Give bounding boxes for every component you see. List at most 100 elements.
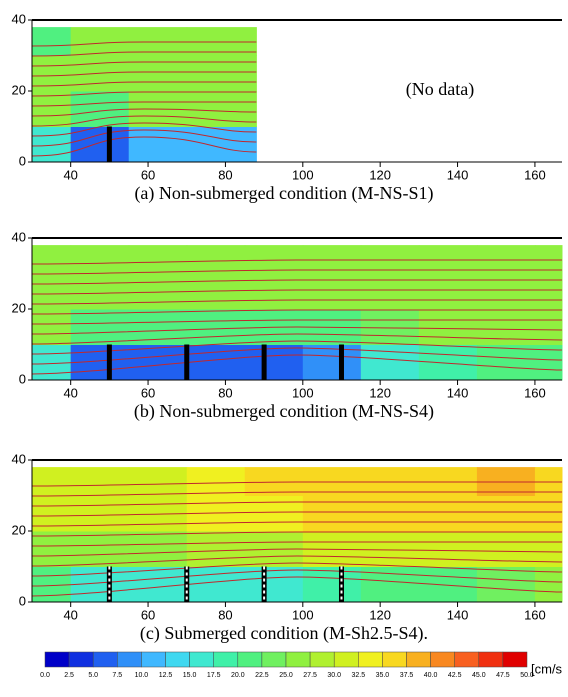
streamline: [31, 81, 257, 87]
annotation: (No data): [406, 79, 474, 100]
panel: 0 20 40 40 60 80 100 120 140 160 (c) Submerged con…: [12, 451, 563, 644]
streamline: [31, 61, 257, 67]
streamline: [31, 289, 562, 295]
colorbar-label: 22.5: [255, 672, 269, 679]
x-tick-label: 120: [369, 167, 391, 182]
colorbar-swatch: [237, 651, 263, 668]
heat-cell: [70, 273, 130, 310]
streamline: [31, 41, 257, 47]
colorbar-label: 17.5: [207, 672, 221, 679]
x-tick-label: 140: [447, 167, 469, 182]
streamline: [31, 333, 563, 345]
x-tick-label: 100: [292, 385, 314, 400]
x-tick-label: 80: [218, 607, 232, 622]
colorbar-swatch: [430, 651, 455, 668]
heat-cell: [360, 344, 420, 381]
streamline: [31, 555, 563, 567]
heat-cell: [302, 566, 362, 603]
colorbar-swatch: [358, 651, 383, 668]
colorbar-label: 47.5: [496, 672, 510, 679]
colorbar-label: 10.0: [135, 672, 149, 679]
heat-cell: [186, 91, 257, 127]
heat-cell: [128, 467, 188, 496]
heat-cell: [128, 344, 188, 381]
streamline: [31, 541, 562, 547]
streamline: [31, 531, 562, 537]
panel-caption: (b) Non-submerged condition (M-NS-S4): [134, 401, 434, 422]
heat-cell: [244, 344, 304, 381]
colorbar-label: 0.0: [40, 672, 50, 679]
x-tick-label: 80: [218, 385, 232, 400]
heat-cell: [32, 467, 72, 496]
heat-cell: [70, 91, 130, 127]
colorbar-label: 15.0: [183, 672, 197, 679]
streamline: [31, 269, 562, 275]
heat-cell: [186, 344, 246, 381]
colorbar-swatch: [454, 651, 480, 668]
colorbar-label: 32.5: [351, 672, 365, 679]
streamline: [31, 548, 563, 557]
streamline: [31, 136, 257, 157]
x-tick-label: 140: [447, 607, 469, 622]
heat-cell: [302, 344, 362, 381]
colorbar-swatch: [261, 651, 287, 668]
x-tick-label: 100: [292, 167, 314, 182]
heat-cell: [32, 126, 72, 163]
heat-cell: [128, 245, 188, 274]
heat-cell: [186, 126, 257, 163]
heat-cell: [186, 467, 246, 496]
heat-cell: [32, 245, 72, 274]
x-tick-label: 40: [63, 167, 77, 182]
colorbar-label: 12.5: [159, 672, 173, 679]
colorbar-swatch: [213, 651, 239, 668]
colorbar-label: 27.5: [303, 672, 317, 679]
heat-cell: [32, 27, 72, 56]
x-tick-label: 100: [292, 607, 314, 622]
obstacle: [106, 126, 112, 162]
colorbar-label: 50.0: [520, 672, 534, 679]
heat-cell: [302, 273, 362, 310]
x-tick-label: 60: [141, 385, 155, 400]
colorbar-swatch: [44, 651, 70, 668]
heat-cell: [32, 309, 72, 345]
colorbar-swatch: [406, 651, 431, 668]
heat-cell: [186, 566, 246, 603]
heat-cell: [70, 245, 130, 274]
y-tick-label: 40: [12, 11, 26, 26]
heat-cell: [360, 531, 420, 567]
heat-cell: [476, 344, 536, 381]
colorbar-label: 40.0: [424, 672, 438, 679]
x-tick-label: 80: [218, 167, 232, 182]
heat-cell: [476, 273, 536, 310]
heat-cell: [70, 309, 130, 345]
heat-cell: [186, 245, 246, 274]
heat-cell: [186, 309, 246, 345]
colorbar-label: 45.0: [472, 672, 486, 679]
colorbar-swatch: [68, 651, 94, 668]
heat-cell: [244, 273, 304, 310]
colorbar-swatch: [502, 651, 528, 668]
streamline: [31, 91, 257, 97]
panel: 0 20 40 40 60 80 100 120 140 160 (b) Non-submerged…: [12, 229, 563, 422]
x-tick-label: 40: [63, 607, 77, 622]
heat-cell: [360, 273, 420, 310]
obstacle: [338, 344, 344, 380]
heat-cell: [32, 531, 72, 567]
heat-cell: [534, 273, 563, 310]
colorbar-swatch: [285, 651, 311, 668]
y-tick-label: 20: [12, 300, 26, 315]
heat-cell: [360, 495, 420, 532]
heat-cell: [128, 55, 188, 92]
colorbar-label: 20.0: [231, 672, 245, 679]
y-tick-label: 0: [19, 153, 26, 168]
y-tick-label: 0: [19, 593, 26, 608]
colorbar-swatch: [382, 651, 407, 668]
heat-cell: [244, 566, 304, 603]
y-tick-label: 0: [19, 371, 26, 386]
heat-cell: [418, 344, 478, 381]
panel-caption: (c) Submerged condition (M-Sh2.5-S4).: [140, 623, 428, 644]
streamline: [31, 299, 562, 305]
obstacle: [338, 566, 344, 602]
heat-cell: [360, 309, 420, 345]
